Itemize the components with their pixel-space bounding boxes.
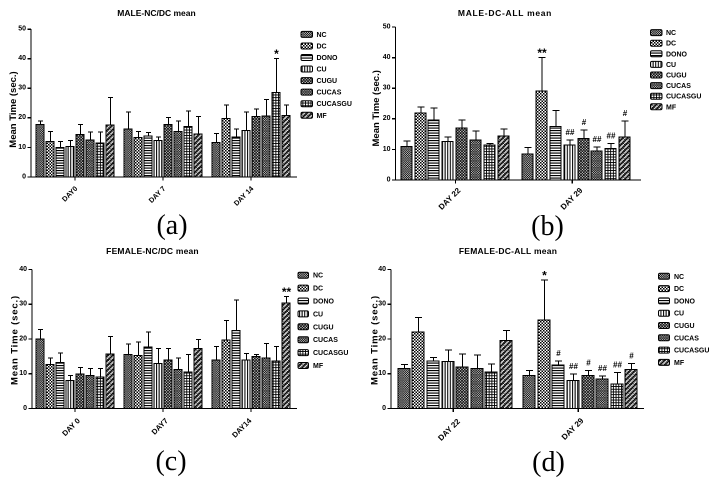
svg-text:NC: NC [674,274,684,281]
svg-text:##: ## [569,362,578,371]
svg-text:CUCAS: CUCAS [313,337,338,344]
svg-text:CUGU: CUGU [666,73,687,80]
svg-text:#: # [629,351,634,360]
svg-text:##: ## [613,361,622,370]
svg-text:0: 0 [387,176,391,183]
svg-text:MF: MF [317,113,328,120]
svg-text:DONO: DONO [317,55,339,62]
svg-text:20: 20 [383,115,391,122]
svg-text:MF: MF [313,363,324,370]
svg-text:##: ## [593,135,602,144]
svg-text:40: 40 [378,266,386,273]
svg-text:MF: MF [666,104,677,111]
svg-text:10: 10 [378,370,386,377]
svg-text:NC: NC [313,273,323,280]
svg-text:DC: DC [674,286,684,293]
svg-text:CUCASGU: CUCASGU [674,348,709,355]
svg-text:20: 20 [19,335,27,342]
svg-text:CU: CU [666,62,676,69]
svg-text:CUCASGU: CUCASGU [313,350,348,357]
svg-text:*: * [542,268,547,282]
svg-text:##: ## [566,128,575,137]
svg-text:DC: DC [317,43,327,50]
svg-text:0: 0 [22,173,26,180]
svg-text:DC: DC [666,41,676,48]
svg-text:0: 0 [23,405,27,412]
svg-text:10: 10 [18,144,26,151]
svg-text:40: 40 [383,54,391,61]
svg-text:##: ## [607,132,616,141]
svg-text:(b): (b) [531,211,564,242]
svg-text:40: 40 [18,55,26,62]
svg-text:*: * [274,47,279,61]
svg-text:50: 50 [383,23,391,30]
svg-text:Mean Time (sec.): Mean Time (sec.) [370,295,381,385]
svg-text:CUCAS: CUCAS [317,90,342,97]
svg-text:30: 30 [378,301,386,308]
svg-text:Mean Time (sec.): Mean Time (sec.) [8,71,19,147]
svg-text:(c): (c) [155,446,186,477]
svg-text:10: 10 [19,370,27,377]
svg-text:CUGU: CUGU [313,324,334,331]
svg-text:NC: NC [317,32,327,39]
svg-text:CU: CU [317,67,327,74]
svg-text:DONO: DONO [313,299,335,306]
svg-text:CU: CU [674,311,684,318]
svg-text:10: 10 [383,146,391,153]
svg-text:CUCASGU: CUCASGU [317,101,352,108]
svg-text:NC: NC [666,30,676,37]
svg-text:FEMALE-DC-ALL mean: FEMALE-DC-ALL mean [459,246,557,256]
svg-text:30: 30 [383,85,391,92]
svg-text:(d): (d) [532,447,565,477]
svg-text:30: 30 [19,301,27,308]
svg-text:Mean Time (sec.): Mean Time (sec.) [10,295,21,385]
svg-text:MALE-DC-ALL mean: MALE-DC-ALL mean [458,8,552,18]
svg-text:CUGU: CUGU [674,323,695,330]
svg-text:**: ** [537,46,547,60]
svg-text:CU: CU [313,311,323,318]
svg-text:#: # [623,109,628,118]
svg-text:40: 40 [19,266,27,273]
svg-text:(a): (a) [156,210,187,241]
svg-text:DC: DC [313,286,323,293]
svg-text:FEMALE-NC/DC mean: FEMALE-NC/DC mean [106,246,199,256]
svg-text:20: 20 [378,335,386,342]
svg-text:CUCASGU: CUCASGU [666,94,701,101]
svg-text:CUGU: CUGU [317,78,338,85]
svg-text:MALE-NC/DC mean: MALE-NC/DC mean [117,8,195,18]
svg-text:#: # [586,358,591,367]
svg-text:0: 0 [382,405,386,412]
svg-text:DONO: DONO [666,51,688,58]
svg-text:**: ** [282,285,292,299]
svg-text:30: 30 [18,85,26,92]
svg-text:CUCAS: CUCAS [666,83,691,90]
svg-text:50: 50 [18,26,26,33]
svg-text:#: # [582,118,587,127]
svg-text:20: 20 [18,114,26,121]
svg-text:##: ## [598,364,607,373]
svg-text:Mean Time (sec.): Mean Time (sec.) [371,70,382,146]
svg-text:CUCAS: CUCAS [674,335,699,342]
svg-text:#: # [556,349,561,358]
svg-text:DONO: DONO [674,298,696,305]
svg-text:MF: MF [674,360,685,367]
